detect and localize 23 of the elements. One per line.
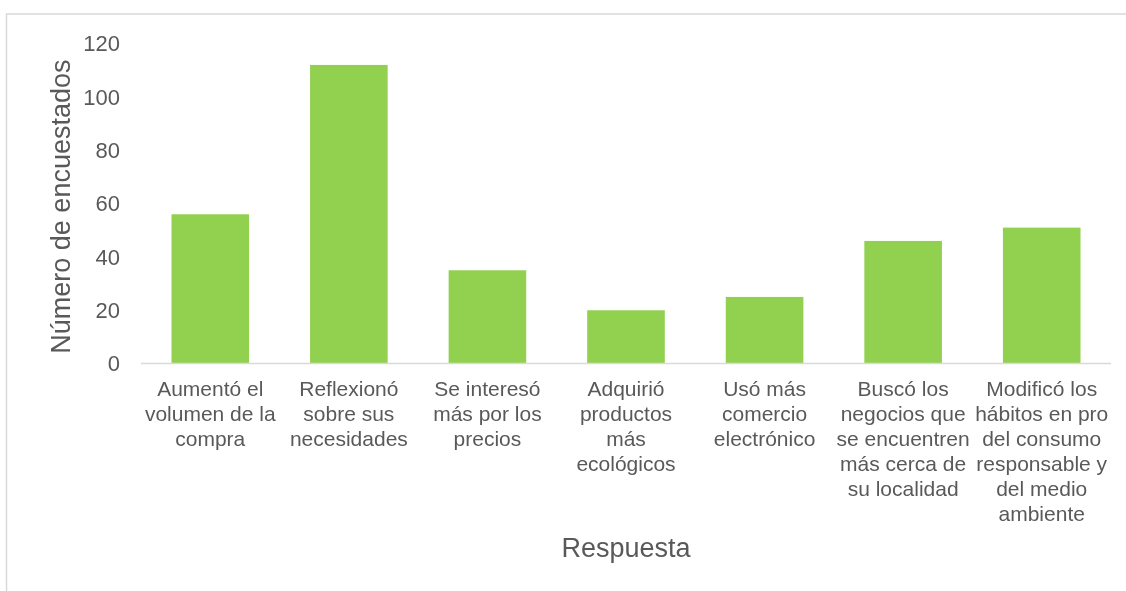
y-tick-label: 60 <box>95 191 120 217</box>
x-tick-label: Adquirió productos más ecológicos <box>576 377 676 475</box>
y-tick-label: 0 <box>107 351 120 377</box>
bar <box>310 64 388 364</box>
y-tick-label: 20 <box>95 297 120 323</box>
x-tick-label: Reflexionó sobre sus necesidades <box>289 377 408 450</box>
x-tick-label: Se interesó más por los precios <box>433 377 542 450</box>
bar <box>864 240 942 364</box>
x-axis-title: Respuesta <box>561 533 692 563</box>
bar <box>448 270 527 364</box>
y-tick-label: 120 <box>83 31 120 57</box>
x-tick-label: Buscó los negocios que se encuentren más cerca de su localidad <box>836 377 970 500</box>
bar <box>725 296 804 364</box>
bar <box>587 310 665 364</box>
x-tick-label: Aumentó el volumen de la compra <box>144 377 276 450</box>
bar <box>171 214 250 364</box>
y-tick-label: 100 <box>83 84 120 110</box>
x-tick-label: Usó más comercio electrónico <box>713 377 816 450</box>
x-tick-label: Modificó los hábitos en pro del consumo responsable y del medio ambiente <box>975 377 1109 525</box>
y-tick-label: 80 <box>95 137 120 163</box>
bar <box>1002 227 1081 364</box>
y-tick-label: 40 <box>95 244 120 270</box>
y-axis-title: Número de encuestados <box>46 59 76 354</box>
